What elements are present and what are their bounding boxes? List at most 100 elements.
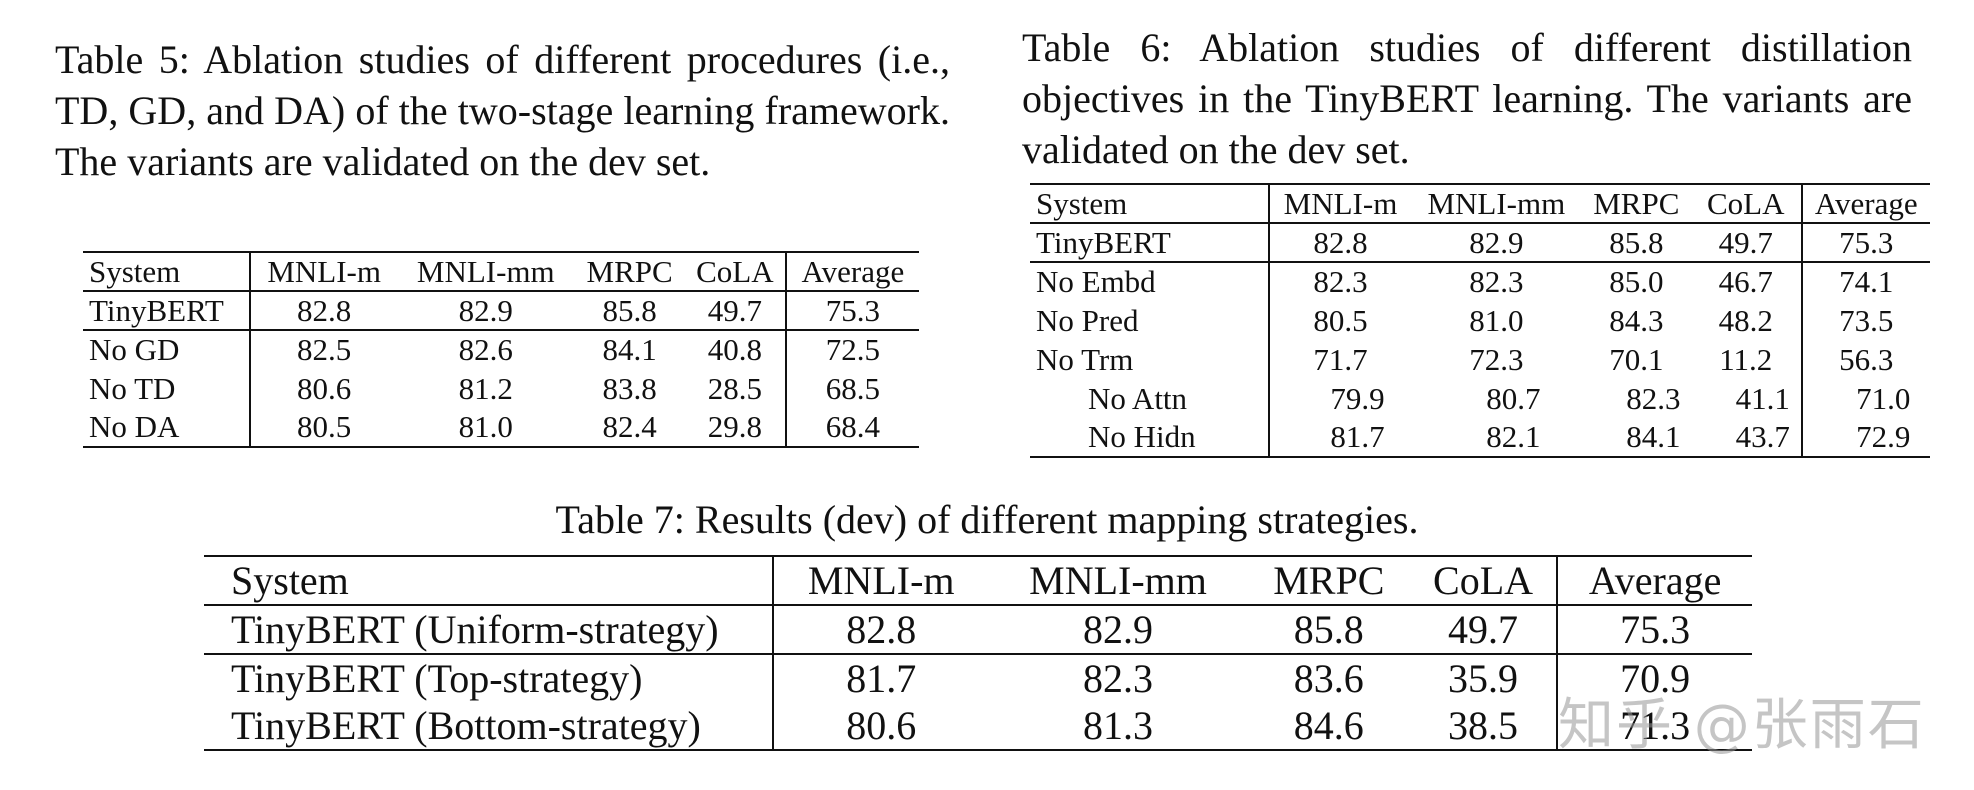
table-cell-system: TinyBERT (Top-strategy) — [204, 654, 774, 702]
table-cell: 85.8 — [1609, 224, 1664, 260]
table-cell: 82.3 — [1626, 380, 1681, 416]
table-cell: 84.6 — [1293, 703, 1364, 748]
table-row: No Hidn 81.7 82.1 84.1 43.7 72.9 — [1030, 418, 1930, 457]
table-row: No Attn 79.9 80.7 82.3 41.1 71.0 — [1030, 379, 1930, 418]
table-cell-system: No Embd — [1030, 262, 1270, 301]
table-cell: 41.1 — [1735, 380, 1790, 416]
table-cell: 29.8 — [707, 409, 762, 444]
table-cell-system: TinyBERT (Bottom-strategy) — [204, 702, 774, 750]
table6-header-row: System MNLI-m MNLI-mm MRPC CoLA Average — [1030, 184, 1930, 223]
table-cell: 80.7 — [1486, 380, 1541, 416]
table-row: TinyBERT (Top-strategy) 81.7 82.3 83.6 3… — [204, 654, 1752, 702]
table-row: TinyBERT 82.8 82.9 85.8 49.7 75.3 — [1030, 223, 1930, 262]
table-cell: 35.9 — [1448, 656, 1519, 701]
table6: System MNLI-m MNLI-mm MRPC CoLA Average … — [1030, 183, 1930, 458]
table7-header-mnli-mm: MNLI-mm — [1029, 558, 1207, 603]
table-cell: 82.8 — [1313, 224, 1368, 260]
table7-header-row: System MNLI-m MNLI-mm MRPC CoLA Average — [204, 556, 1752, 605]
table-cell-average: 75.3 — [1556, 605, 1752, 654]
table-cell-average: 72.9 — [1800, 418, 1930, 457]
table-cell-average: 73.5 — [1800, 301, 1930, 340]
table-cell: 46.7 — [1718, 264, 1773, 299]
table7-header-mnli-m: MNLI-m — [807, 558, 955, 603]
table-cell-system: No TD — [83, 369, 251, 408]
table-row: TinyBERT (Bottom-strategy) 80.6 81.3 84.… — [204, 702, 1752, 750]
table-cell: 38.5 — [1448, 703, 1519, 748]
table-cell: 82.3 — [1313, 264, 1368, 299]
table7-header-cola: CoLA — [1433, 558, 1534, 603]
table-cell: 82.5 — [297, 332, 352, 367]
table-cell: 84.1 — [1626, 419, 1681, 454]
table-row: No DA 80.5 81.0 82.4 29.8 68.4 — [83, 408, 919, 447]
watermark: 知乎 @张雨石 — [1558, 693, 1926, 758]
table-row: TinyBERT 82.8 82.9 85.8 49.7 75.3 — [83, 291, 919, 330]
table6-caption: Table 6: Ablation studies of different d… — [1022, 25, 1912, 172]
table-cell: 70.1 — [1609, 341, 1664, 377]
table-cell-average: 75.3 — [784, 291, 919, 330]
table-cell-system: No Hidn — [1030, 418, 1270, 457]
table-cell: 82.4 — [602, 409, 657, 444]
table-cell: 82.9 — [1083, 607, 1154, 652]
table5-header-cola: CoLA — [696, 253, 774, 289]
table5-header-mnli-mm: MNLI-mm — [416, 253, 555, 289]
table-cell: 81.0 — [1469, 302, 1524, 338]
table5-header-mnli-m: MNLI-m — [267, 253, 381, 289]
table6-header-mnli-m: MNLI-m — [1283, 185, 1398, 221]
table6-header-system: System — [1030, 184, 1270, 223]
table-cell: 85.0 — [1609, 264, 1664, 299]
table-cell: 81.7 — [846, 656, 917, 701]
table-cell-system: TinyBERT — [83, 291, 251, 330]
table-cell: 49.7 — [707, 292, 762, 328]
table-cell: 72.3 — [1469, 341, 1524, 377]
table-cell: 80.5 — [297, 409, 352, 444]
table-cell: 82.8 — [297, 292, 352, 328]
table-cell: 80.5 — [1313, 302, 1368, 338]
table-cell: 82.9 — [458, 292, 513, 328]
table-cell: 79.9 — [1330, 380, 1385, 416]
table-cell: 43.7 — [1735, 419, 1790, 454]
table-cell: 28.5 — [707, 370, 762, 406]
table-cell: 49.7 — [1718, 224, 1773, 260]
table5-header-row: System MNLI-m MNLI-mm MRPC CoLA Average — [83, 252, 919, 291]
table-row: No Pred 80.5 81.0 84.3 48.2 73.5 — [1030, 301, 1930, 340]
table-cell: 81.2 — [458, 370, 513, 406]
table-cell: 80.6 — [297, 370, 352, 406]
table5-header-mrpc: MRPC — [586, 253, 673, 289]
table7: System MNLI-m MNLI-mm MRPC CoLA Average … — [204, 555, 1752, 751]
table-cell-system: No Attn — [1030, 379, 1270, 418]
table-cell: 82.3 — [1469, 264, 1524, 299]
table-cell-average: 71.0 — [1800, 379, 1930, 418]
table-cell: 82.8 — [846, 607, 917, 652]
table-cell: 85.8 — [1293, 607, 1364, 652]
table-cell-system: No Trm — [1030, 340, 1270, 379]
table-row: TinyBERT (Uniform-strategy) 82.8 82.9 85… — [204, 605, 1752, 654]
table5-header-average: Average — [784, 252, 919, 291]
table-cell-average: 56.3 — [1800, 340, 1930, 379]
table5-caption: Table 5: Ablation studies of different p… — [55, 37, 950, 184]
table-cell-system: No Pred — [1030, 301, 1270, 340]
table5: System MNLI-m MNLI-mm MRPC CoLA Average … — [83, 251, 919, 448]
table-cell: 40.8 — [707, 332, 762, 367]
table6-header-average: Average — [1800, 184, 1930, 223]
table-cell: 48.2 — [1718, 302, 1773, 338]
table-cell: 81.0 — [458, 409, 513, 444]
table-cell: 83.6 — [1293, 656, 1364, 701]
table-cell-average: 74.1 — [1800, 262, 1930, 301]
table-row: No TD 80.6 81.2 83.8 28.5 68.5 — [83, 369, 919, 408]
table-cell: 49.7 — [1448, 607, 1519, 652]
table6-header-mnli-mm: MNLI-mm — [1427, 185, 1566, 221]
table7-caption: Table 7: Results (dev) of different mapp… — [555, 497, 1419, 542]
table-cell-system: TinyBERT (Uniform-strategy) — [204, 605, 774, 654]
table-cell: 81.7 — [1330, 419, 1385, 454]
table6-header-mrpc: MRPC — [1593, 185, 1680, 221]
table-cell-system: No GD — [83, 330, 251, 369]
table-cell-average: 71.3 — [1556, 702, 1752, 750]
table-cell: 84.3 — [1609, 302, 1664, 338]
table-cell: 81.3 — [1083, 703, 1154, 748]
table-cell-average: 68.4 — [784, 408, 919, 447]
table-cell-average: 70.9 — [1556, 654, 1752, 702]
table-row: No GD 82.5 82.6 84.1 40.8 72.5 — [83, 330, 919, 369]
table-cell: 82.3 — [1083, 656, 1154, 701]
table-cell: 82.9 — [1469, 224, 1524, 260]
table-cell-average: 72.5 — [784, 330, 919, 369]
